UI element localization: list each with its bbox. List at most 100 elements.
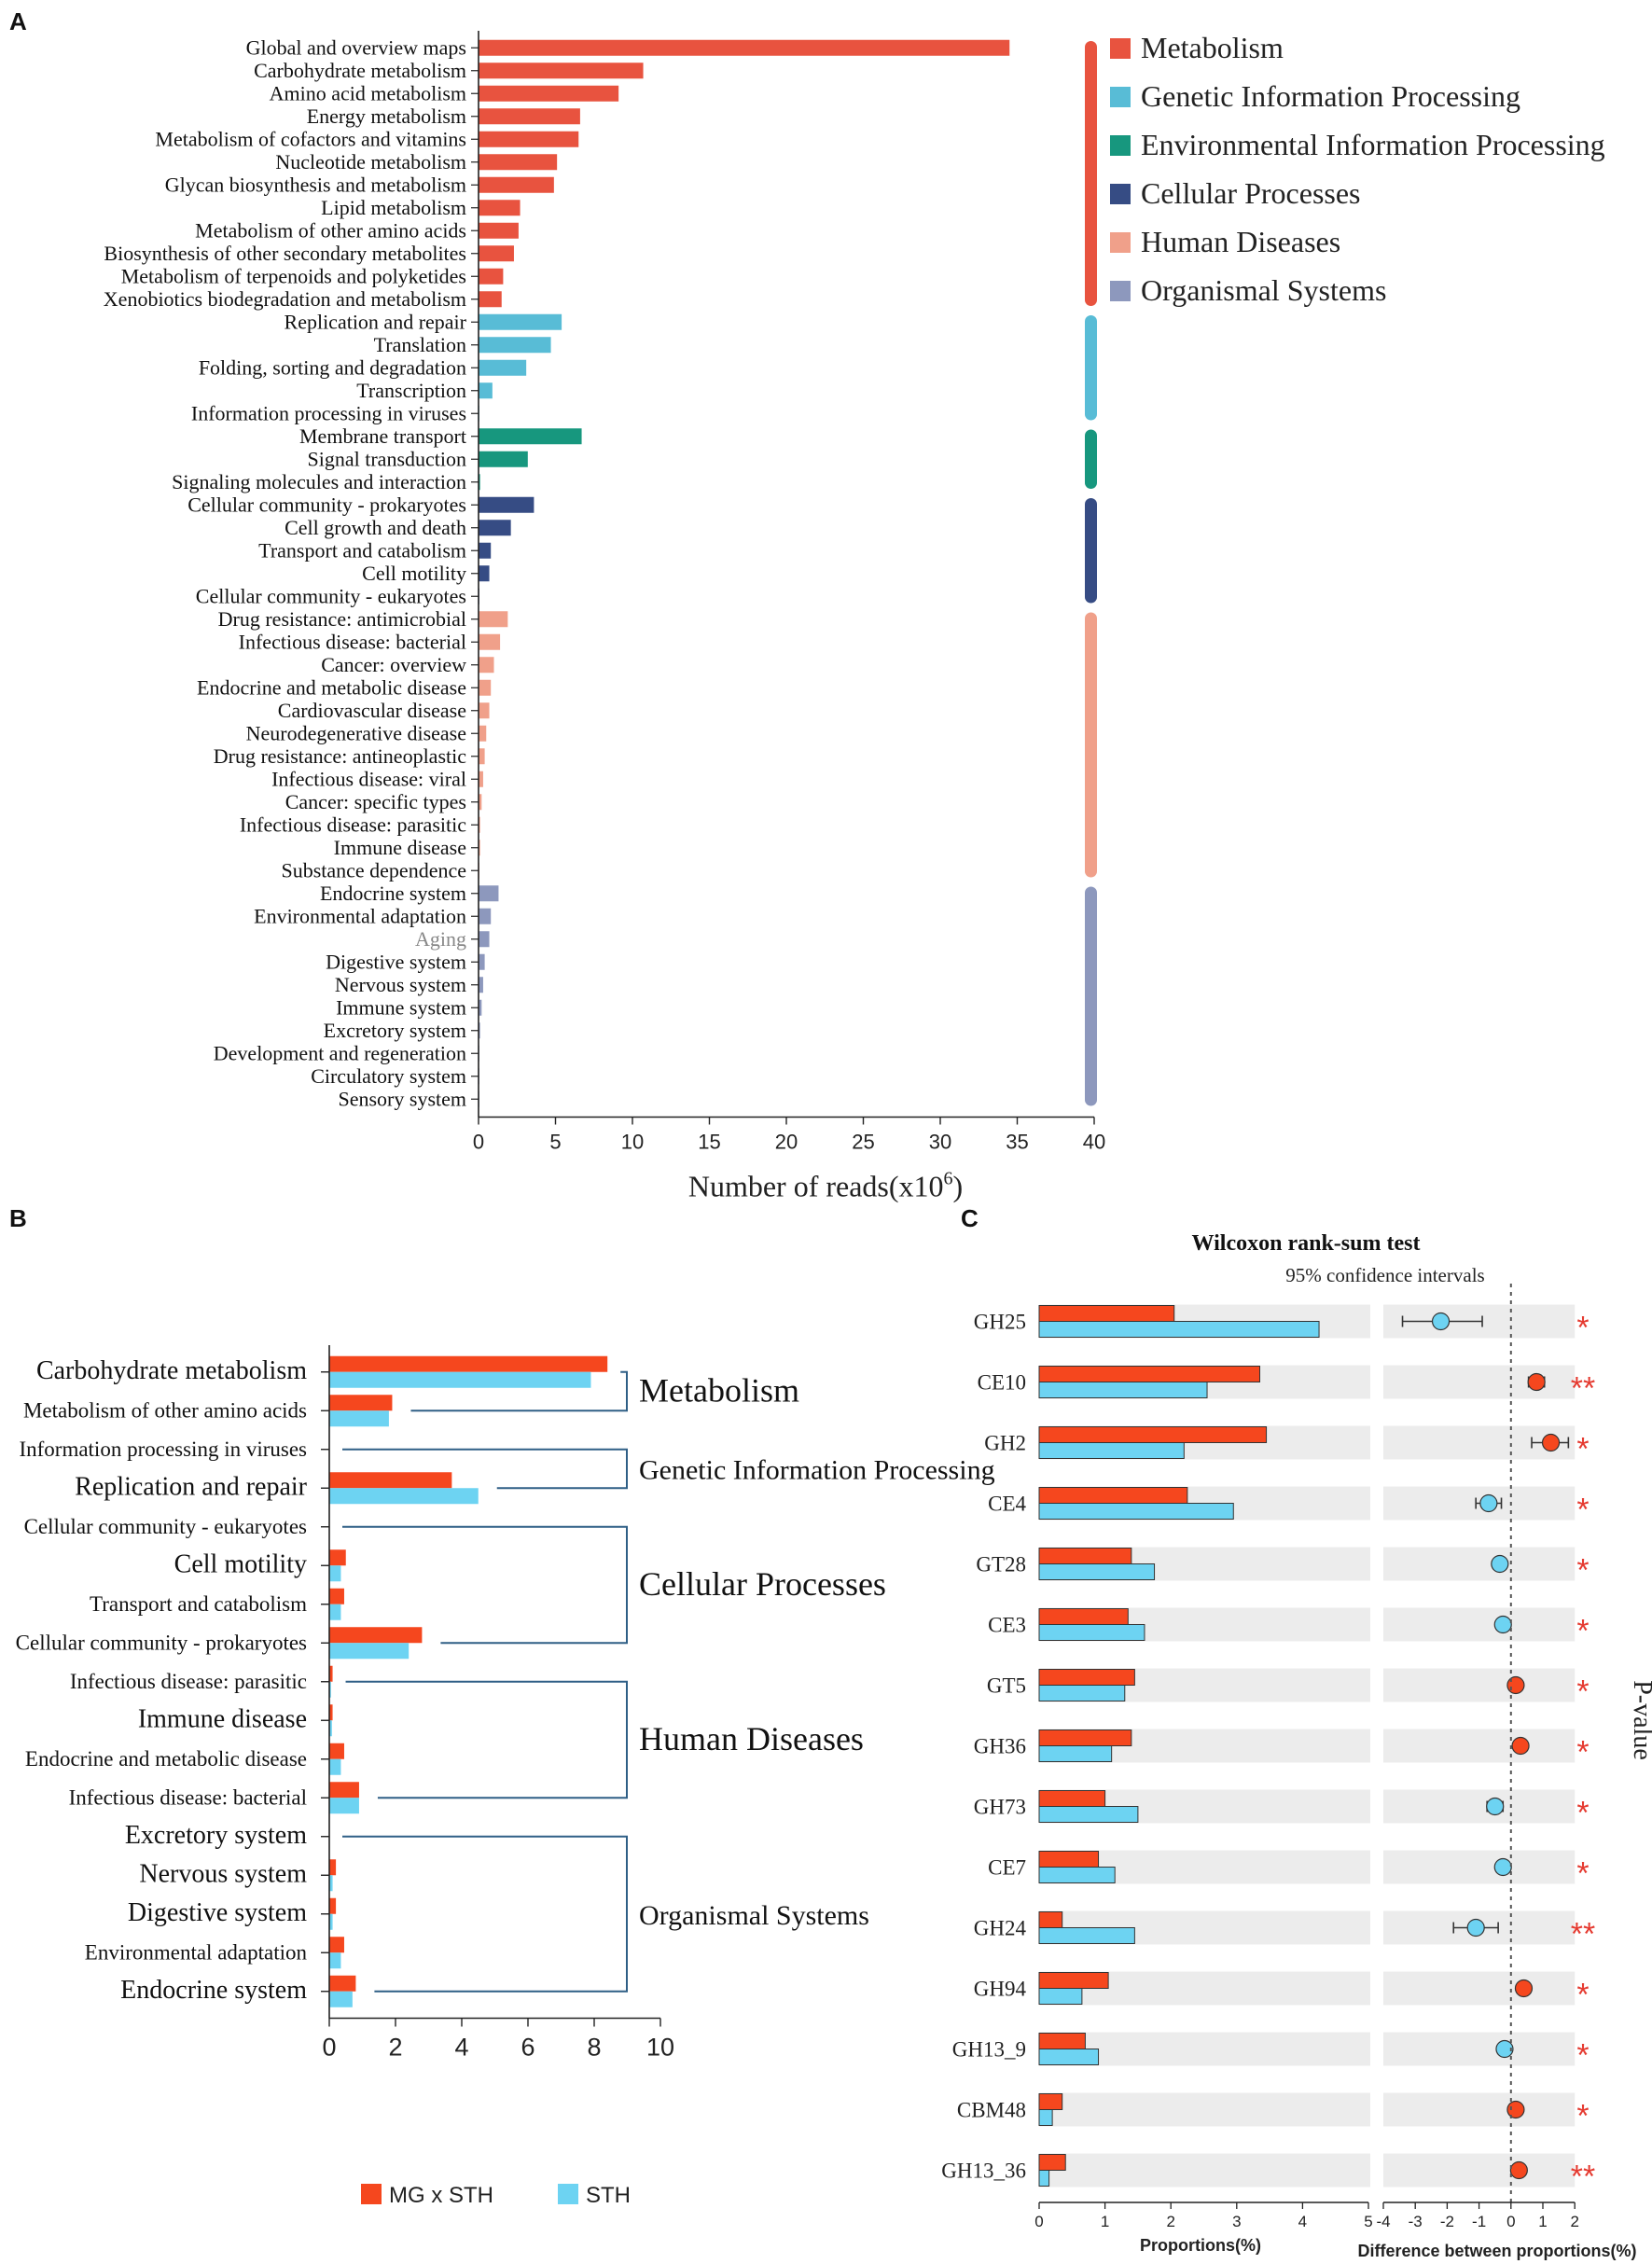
bar-mg-sth	[329, 1395, 393, 1411]
bar-mg-sth	[1038, 1305, 1175, 1322]
bar-human	[479, 794, 482, 811]
bar-metabolism	[479, 245, 514, 262]
y-axis-title-right: P-value	[1628, 1680, 1652, 1760]
x-tick-label: 10	[621, 1131, 644, 1154]
x-tick-label: -3	[1409, 2213, 1423, 2230]
bar-sth	[1038, 1503, 1234, 1520]
category-label: Cell motility	[174, 1549, 307, 1578]
significance-stars: *	[1576, 1614, 1589, 1649]
category-label: Immune disease	[334, 836, 466, 859]
category-label: Cellular community - prokaryotes	[187, 493, 466, 516]
group-bar-organismal	[1085, 886, 1097, 1106]
difference-point	[1506, 1675, 1525, 1695]
difference-point	[1514, 1979, 1534, 1998]
bar-sth	[329, 1604, 341, 1620]
difference-point	[1506, 2100, 1525, 2119]
category-label: Cellular community - eukaryotes	[24, 1515, 307, 1538]
bar-sth	[1038, 1745, 1113, 1762]
bar-human	[479, 633, 501, 650]
x-tick-label: 0	[322, 2034, 336, 2062]
x-tick-label: 0	[1034, 2213, 1043, 2230]
significance-stars: *	[1576, 1432, 1589, 1467]
bar-mg-sth	[1038, 1548, 1132, 1564]
bar-metabolism	[479, 154, 558, 171]
legend-swatch-cellular	[1110, 184, 1131, 204]
row-label: GH13_36	[941, 2160, 1026, 2183]
difference-point	[1493, 1615, 1512, 1634]
row-label: GH24	[974, 1917, 1027, 1940]
category-label: Sensory system	[339, 1087, 467, 1110]
category-label: Amino acid metabolism	[270, 81, 466, 104]
row-background	[1383, 1365, 1576, 1399]
legend-swatch-genetic	[1110, 87, 1131, 107]
category-label: Energy metabolism	[307, 104, 466, 128]
bar-genetic	[479, 337, 551, 354]
x-tick-label: 6	[521, 2034, 534, 2062]
bar-mg-sth	[1038, 1366, 1261, 1382]
bar-organismal	[479, 908, 492, 924]
difference-point	[1527, 1372, 1546, 1392]
legend-label: Genetic Information Processing	[1141, 79, 1520, 113]
category-label: Metabolism of terpenoids and polyketides	[121, 264, 466, 287]
group-bar-genetic	[1085, 315, 1097, 421]
x-tick-label: 10	[646, 2034, 674, 2062]
bar-mg-sth	[1038, 1911, 1063, 1928]
x-axis-title-left: Proportions(%)	[1140, 2236, 1261, 2255]
x-axis-title-right: Difference between proportions(%)	[1357, 2242, 1636, 2260]
row-label: GH94	[974, 1978, 1027, 2001]
bar-mg-sth	[1038, 1487, 1188, 1504]
bar-sth	[329, 1991, 353, 2007]
bar-organismal	[479, 885, 499, 902]
bar-metabolism	[479, 176, 554, 193]
legend-label: Metabolism	[1141, 31, 1284, 64]
significance-stars: *	[1576, 1674, 1589, 1710]
category-label: Infectious disease: viral	[271, 767, 466, 790]
bar-human	[479, 771, 483, 787]
category-label: Nervous system	[139, 1859, 307, 1888]
significance-stars: *	[1576, 1553, 1589, 1589]
category-label: Membrane transport	[299, 424, 466, 448]
difference-point	[1509, 2160, 1528, 2180]
bar-mg-sth	[329, 1897, 337, 1914]
bar-genetic	[479, 359, 527, 376]
bar-sth	[329, 1798, 359, 1814]
category-label: Circulatory system	[311, 1064, 466, 1088]
difference-point	[1466, 1918, 1485, 1938]
bar-mg-sth	[1038, 2154, 1066, 2171]
x-axis-title-close: )	[953, 1170, 964, 1203]
group-bracket	[410, 1370, 628, 1412]
difference-point	[1541, 1433, 1561, 1452]
bar-sth	[1038, 1806, 1139, 1823]
row-background	[1383, 2153, 1576, 2188]
row-label: CE4	[988, 1493, 1026, 1516]
x-tick-label: 15	[698, 1131, 720, 1154]
bar-genetic	[479, 313, 562, 330]
group-bar-metabolism	[1085, 41, 1097, 306]
bar-sth	[1038, 1624, 1145, 1641]
bar-sth	[329, 1952, 341, 1969]
category-label: Translation	[374, 333, 466, 356]
row-label: CBM48	[957, 2099, 1026, 2122]
bar-sth	[329, 1371, 591, 1388]
bar-mg-sth	[1038, 1608, 1129, 1625]
category-label: Signaling molecules and interaction	[172, 470, 466, 493]
bar-cellular	[479, 565, 490, 582]
panel-c: Wilcoxon rank-sum test 95% confidence int…	[941, 1231, 1652, 2260]
bar-mg-sth	[329, 1704, 333, 1721]
row-background	[1383, 1850, 1576, 1884]
category-label: Folding, sorting and degradation	[199, 355, 466, 379]
difference-point	[1431, 1312, 1451, 1331]
difference-point	[1486, 1797, 1505, 1816]
category-label: Infectious disease: bacterial	[69, 1785, 307, 1809]
bar-organismal	[479, 977, 483, 993]
category-label: Excretory system	[324, 1019, 466, 1042]
group-bar-cellular	[1085, 498, 1097, 604]
group-bracket	[342, 1835, 628, 1993]
category-label: Cancer: specific types	[285, 790, 466, 813]
x-axis-title: Number of reads(x106)	[688, 1169, 963, 1203]
panel-letter: A	[9, 7, 27, 35]
bar-mg-sth	[329, 1782, 359, 1799]
bar-metabolism	[479, 39, 1010, 56]
category-label: Replication and repair	[285, 310, 467, 333]
bar-sth	[329, 1643, 410, 1660]
